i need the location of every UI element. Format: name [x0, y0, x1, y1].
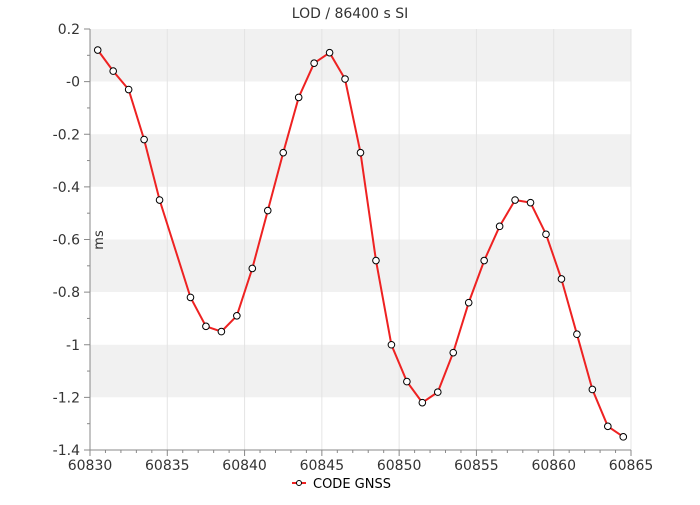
- y-tick-label: -0.4: [53, 180, 80, 196]
- data-point: [619, 433, 628, 441]
- y-axis-label: ms: [92, 230, 107, 250]
- legend-label: CODE GNSS: [313, 477, 391, 492]
- plot-band: [90, 134, 631, 187]
- data-point: [310, 59, 318, 68]
- data-point: [511, 196, 519, 204]
- data-point: [155, 196, 164, 204]
- y-tick-label: -1.2: [53, 390, 80, 406]
- data-point: [263, 206, 272, 215]
- plot-band: [90, 81, 631, 135]
- data-point: [573, 330, 581, 339]
- data-point: [449, 348, 458, 357]
- data-point: [403, 377, 411, 386]
- data-point: [542, 230, 550, 239]
- data-point: [372, 256, 380, 265]
- plot-band: [90, 344, 631, 398]
- y-axis: 0.2 -0 -0.2 -0.4 -0.6 -0.8 -1 -1.2 -1.4: [53, 22, 91, 459]
- x-tick-label: 60860: [531, 458, 576, 474]
- x-tick-label: 60845: [300, 458, 345, 474]
- data-point: [124, 85, 133, 94]
- chart-title: LOD / 86400 s SI: [292, 6, 408, 22]
- y-tick-label: -1.4: [53, 443, 80, 459]
- data-point: [418, 398, 427, 407]
- x-tick-label: 60850: [377, 458, 422, 474]
- data-point: [217, 327, 226, 336]
- legend-marker-swatch: [296, 480, 302, 486]
- data-point: [93, 46, 102, 54]
- data-point: [557, 275, 566, 283]
- data-point: [140, 135, 148, 144]
- x-tick-label: 60865: [609, 458, 654, 474]
- series-line: [96, 49, 624, 438]
- data-point: [109, 67, 117, 75]
- y-tick-label: 0.2: [58, 22, 80, 38]
- data-point: [341, 75, 349, 83]
- data-point: [248, 264, 257, 273]
- x-tick-label: 60830: [68, 458, 113, 474]
- data-point: [526, 198, 535, 207]
- plot-band: [90, 186, 631, 240]
- data-point: [356, 148, 365, 157]
- plot-band: [90, 292, 631, 345]
- plot-band: [90, 397, 631, 450]
- x-axis: 60830 60835 60840 60845 60850 60855 60860 60865: [68, 449, 654, 474]
- x-tick-label: 60855: [454, 458, 499, 474]
- data-point: [387, 340, 396, 349]
- plot-band: [90, 29, 631, 82]
- x-tick-label: 60835: [145, 458, 190, 474]
- data-point: [495, 222, 504, 231]
- y-tick-label: -0.8: [53, 285, 80, 301]
- y-tick-label: -1: [66, 338, 80, 354]
- x-gridlines: [166, 29, 632, 450]
- data-point: [464, 298, 473, 307]
- data-point: [279, 148, 288, 157]
- y-tick-label: -0.2: [53, 127, 80, 143]
- data-point: [433, 388, 442, 396]
- legend[interactable]: CODE GNSS: [292, 477, 391, 492]
- data-point: [480, 256, 488, 265]
- data-point: [325, 48, 334, 57]
- data-point: [233, 312, 241, 320]
- series-layer: [93, 46, 628, 441]
- data-point: [588, 385, 597, 394]
- data-point: [202, 322, 210, 331]
- x-tick-label: 60840: [222, 458, 267, 474]
- y-tick-label: -0.6: [53, 233, 80, 249]
- data-point: [294, 93, 303, 102]
- y-tick-label: -0: [66, 75, 80, 91]
- data-point: [186, 293, 195, 302]
- data-point: [604, 422, 612, 431]
